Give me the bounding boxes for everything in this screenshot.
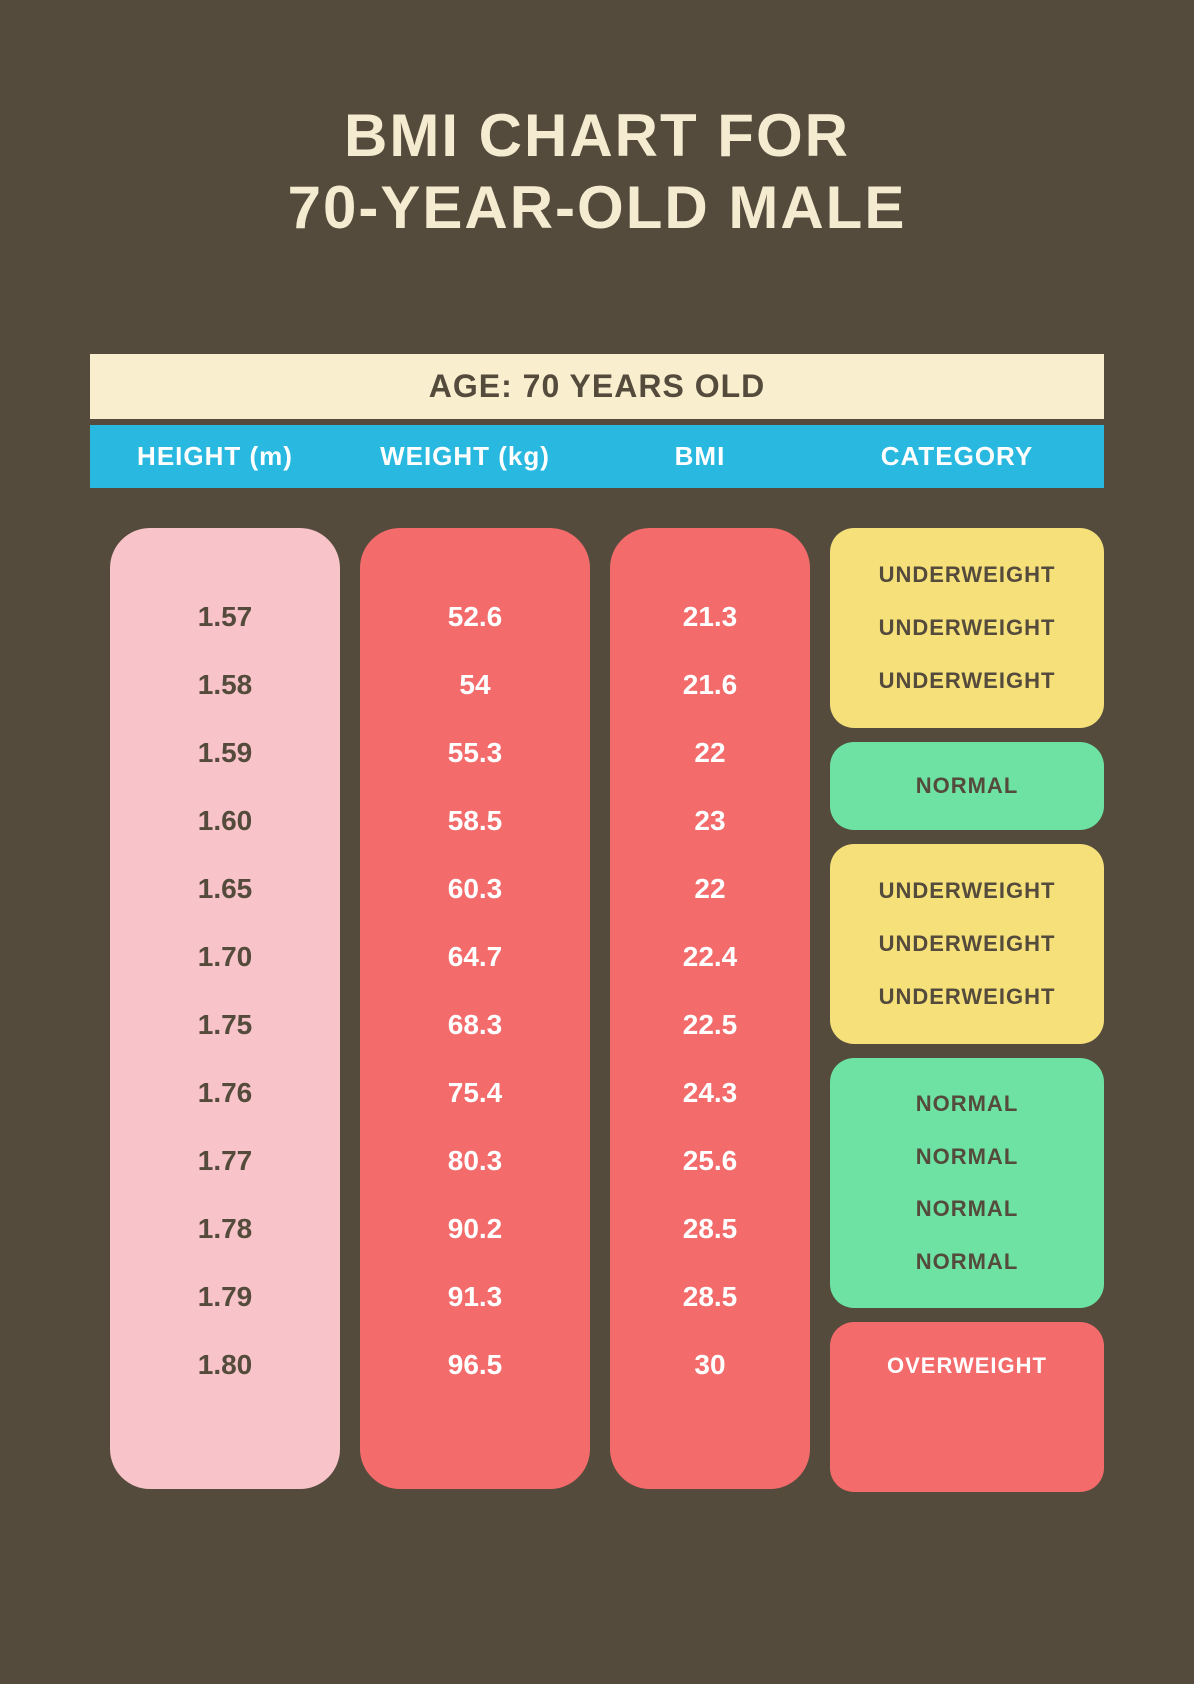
category-label: NORMAL bbox=[916, 1238, 1019, 1286]
bmi-value: 21.3 bbox=[610, 583, 810, 651]
height-value: 1.70 bbox=[110, 923, 340, 991]
height-value: 1.78 bbox=[110, 1195, 340, 1263]
category-block-underweight: UNDERWEIGHT UNDERWEIGHT UNDERWEIGHT bbox=[830, 528, 1104, 728]
category-label: OVERWEIGHT bbox=[887, 1342, 1047, 1390]
weight-value: 60.3 bbox=[360, 855, 590, 923]
height-value: 1.58 bbox=[110, 651, 340, 719]
bmi-value: 24.3 bbox=[610, 1059, 810, 1127]
category-block-overweight: OVERWEIGHT bbox=[830, 1322, 1104, 1492]
height-value: 1.75 bbox=[110, 991, 340, 1059]
bmi-value: 22 bbox=[610, 719, 810, 787]
height-value: 1.80 bbox=[110, 1331, 340, 1399]
weight-value: 90.2 bbox=[360, 1195, 590, 1263]
weight-value: 52.6 bbox=[360, 583, 590, 651]
header-category: CATEGORY bbox=[810, 441, 1104, 472]
data-area: 1.57 1.58 1.59 1.60 1.65 1.70 1.75 1.76 … bbox=[90, 528, 1104, 1492]
category-column: UNDERWEIGHT UNDERWEIGHT UNDERWEIGHT NORMAL U… bbox=[830, 528, 1104, 1492]
category-block-underweight: UNDERWEIGHT UNDERWEIGHT UNDERWEIGHT bbox=[830, 844, 1104, 1044]
weight-value: 80.3 bbox=[360, 1127, 590, 1195]
header-height: HEIGHT (m) bbox=[90, 441, 340, 472]
weight-value: 58.5 bbox=[360, 787, 590, 855]
bmi-value: 23 bbox=[610, 787, 810, 855]
header-bmi: BMI bbox=[590, 441, 810, 472]
category-label: UNDERWEIGHT bbox=[879, 551, 1056, 599]
bmi-value: 28.5 bbox=[610, 1195, 810, 1263]
category-label: UNDERWEIGHT bbox=[879, 920, 1056, 968]
category-label: NORMAL bbox=[916, 762, 1019, 810]
height-value: 1.57 bbox=[110, 583, 340, 651]
weight-value: 55.3 bbox=[360, 719, 590, 787]
height-value: 1.76 bbox=[110, 1059, 340, 1127]
bmi-column: 21.3 21.6 22 23 22 22.4 22.5 24.3 25.6 2… bbox=[610, 528, 810, 1489]
weight-value: 68.3 bbox=[360, 991, 590, 1059]
category-block-normal: NORMAL bbox=[830, 742, 1104, 830]
bmi-value: 22.5 bbox=[610, 991, 810, 1059]
category-block-normal: NORMALNORMALNORMALNORMAL bbox=[830, 1058, 1104, 1308]
height-value: 1.65 bbox=[110, 855, 340, 923]
height-column: 1.57 1.58 1.59 1.60 1.65 1.70 1.75 1.76 … bbox=[110, 528, 340, 1489]
bmi-value: 22 bbox=[610, 855, 810, 923]
height-value: 1.59 bbox=[110, 719, 340, 787]
age-bar: AGE: 70 YEARS OLD bbox=[90, 354, 1104, 419]
weight-value: 75.4 bbox=[360, 1059, 590, 1127]
height-value: 1.77 bbox=[110, 1127, 340, 1195]
category-label: NORMAL bbox=[916, 1185, 1019, 1233]
category-label: UNDERWEIGHT bbox=[879, 867, 1056, 915]
title-line-2: 70-YEAR-OLD MALE bbox=[90, 172, 1104, 244]
category-label: NORMAL bbox=[916, 1133, 1019, 1181]
height-value: 1.60 bbox=[110, 787, 340, 855]
weight-value: 54 bbox=[360, 651, 590, 719]
category-label: UNDERWEIGHT bbox=[879, 973, 1056, 1021]
weight-column: 52.6 54 55.3 58.5 60.3 64.7 68.3 75.4 80… bbox=[360, 528, 590, 1489]
category-label: UNDERWEIGHT bbox=[879, 604, 1056, 652]
bmi-value: 30 bbox=[610, 1331, 810, 1399]
weight-value: 96.5 bbox=[360, 1331, 590, 1399]
category-label: UNDERWEIGHT bbox=[879, 657, 1056, 705]
bmi-value: 21.6 bbox=[610, 651, 810, 719]
chart-title: BMI CHART FOR 70-YEAR-OLD MALE bbox=[90, 100, 1104, 244]
bmi-value: 25.6 bbox=[610, 1127, 810, 1195]
height-value: 1.79 bbox=[110, 1263, 340, 1331]
category-label: NORMAL bbox=[916, 1080, 1019, 1128]
weight-value: 64.7 bbox=[360, 923, 590, 991]
bmi-value: 28.5 bbox=[610, 1263, 810, 1331]
bmi-value: 22.4 bbox=[610, 923, 810, 991]
title-line-1: BMI CHART FOR bbox=[90, 100, 1104, 172]
column-headers: HEIGHT (m) WEIGHT (kg) BMI CATEGORY bbox=[90, 425, 1104, 488]
weight-value: 91.3 bbox=[360, 1263, 590, 1331]
header-weight: WEIGHT (kg) bbox=[340, 441, 590, 472]
